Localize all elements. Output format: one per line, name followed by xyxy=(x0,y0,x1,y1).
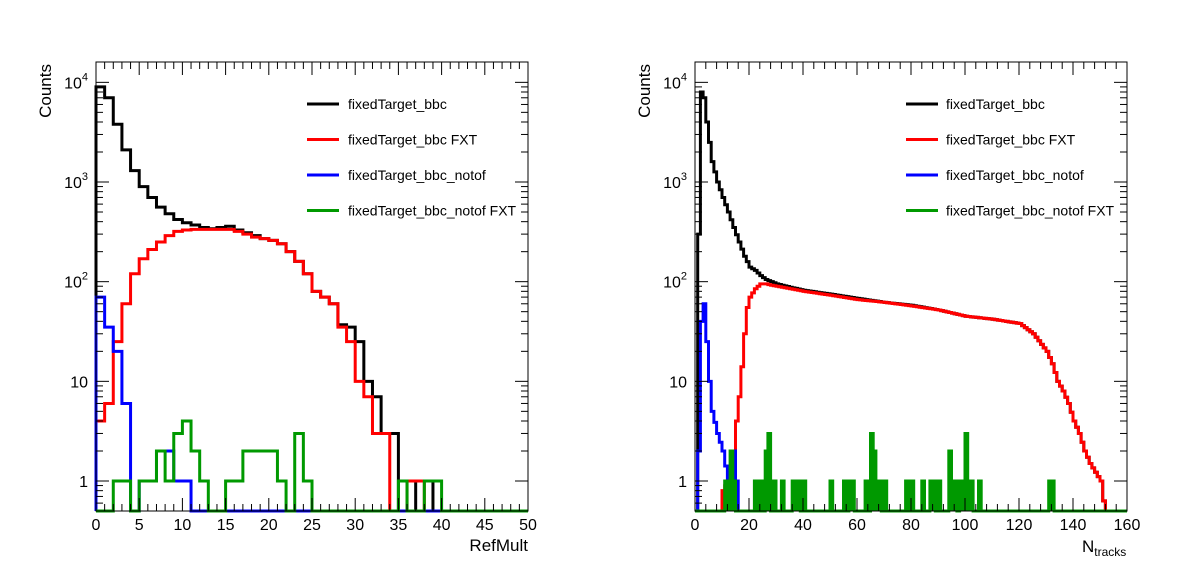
x-tick-label: 100 xyxy=(952,517,979,534)
y-tick-label: 104 xyxy=(64,71,88,92)
series-line-3 xyxy=(94,295,528,513)
series-line-4 xyxy=(96,419,528,513)
y-tick-label: 10 xyxy=(669,374,687,391)
x-tick-label: 25 xyxy=(303,517,321,534)
x-tick-label: 120 xyxy=(1006,517,1033,534)
x-tick-label: 30 xyxy=(346,517,364,534)
legend-label-4: fixedTarget_bbc_notof FXT xyxy=(348,203,517,219)
series-line-2 xyxy=(94,227,528,513)
right-histogram-panel: 0 20 40 60 80 100 120 140 160 1 10 102 103 104 Counts N… xyxy=(635,61,1141,559)
legend-label-1: fixedTarget_bbc xyxy=(348,96,447,112)
x-tick-label: 15 xyxy=(217,517,235,534)
x-tick-label: 45 xyxy=(476,517,494,534)
x-tick-label: 80 xyxy=(902,517,920,534)
y-tick-label: 1 xyxy=(79,474,88,491)
x-tick-label: 140 xyxy=(1060,517,1087,534)
y-tick-label: 102 xyxy=(64,271,88,292)
x-tick-label: 10 xyxy=(174,517,192,534)
x-tick-label: 5 xyxy=(135,517,144,534)
y-tick-label: 103 xyxy=(663,171,687,192)
series-line-1 xyxy=(695,90,1107,513)
x-tick-label: 60 xyxy=(848,517,866,534)
left-histogram-panel: 0 5 10 15 20 25 30 35 40 45 50 1 10 102 103 104 Counts Re… xyxy=(36,61,537,555)
legend-label-3: fixedTarget_bbc_notof xyxy=(348,167,486,183)
x-tick-label: 40 xyxy=(433,517,451,534)
x-tick-label: 0 xyxy=(691,517,700,534)
y-tick-label: 102 xyxy=(663,271,687,292)
y-axis-title: Counts xyxy=(635,64,654,118)
x-tick-label: 20 xyxy=(260,517,278,534)
legend-label-1: fixedTarget_bbc xyxy=(946,96,1045,112)
series-line-2 xyxy=(719,282,1107,513)
series-line-4 xyxy=(695,431,1127,513)
x-axis-title: RefMult xyxy=(469,536,528,555)
y-axis-title: Counts xyxy=(36,64,55,118)
x-tick-label: 160 xyxy=(1114,517,1141,534)
x-tick-label: 20 xyxy=(740,517,758,534)
y-tick-label: 104 xyxy=(663,71,687,92)
legend-label-2: fixedTarget_bbc FXT xyxy=(946,132,1076,148)
legend-label-4: fixedTarget_bbc_notof FXT xyxy=(946,203,1115,219)
y-tick-label: 10 xyxy=(70,374,88,391)
x-tick-label: 40 xyxy=(794,517,812,534)
legend-label-2: fixedTarget_bbc FXT xyxy=(348,132,478,148)
series-line-1 xyxy=(94,85,528,513)
x-tick-label: 0 xyxy=(92,517,101,534)
y-tick-label: 103 xyxy=(64,171,88,192)
x-tick-label: 35 xyxy=(390,517,408,534)
x-axis-title: Ntracks xyxy=(1082,537,1126,559)
x-tick-label: 50 xyxy=(519,517,537,534)
legend-label-3: fixedTarget_bbc_notof xyxy=(946,167,1084,183)
y-tick-label: 1 xyxy=(678,474,687,491)
